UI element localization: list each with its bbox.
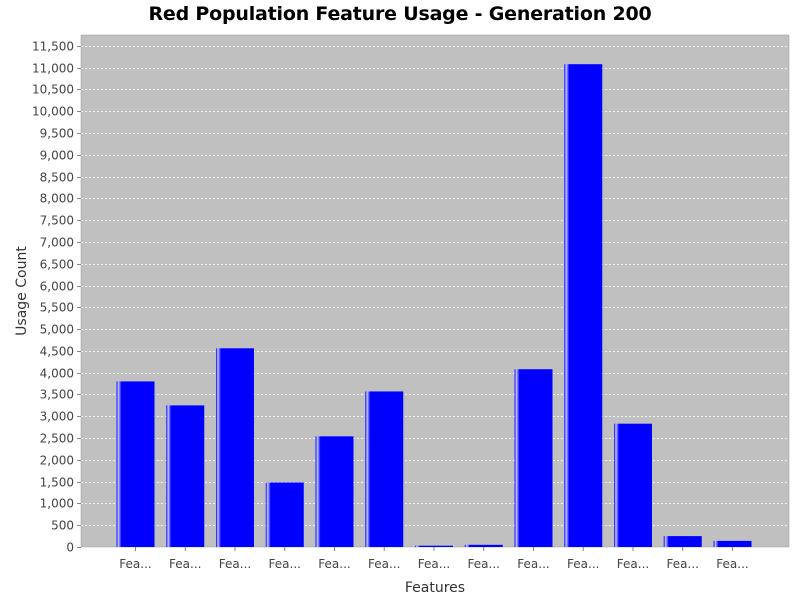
x-tick-label: Fea...: [119, 557, 151, 571]
x-tick-label: Fea...: [517, 557, 549, 571]
y-axis-title: Usage Count: [14, 246, 30, 336]
bar: [365, 391, 404, 547]
y-tick-label: 5,500: [40, 301, 74, 315]
y-tick-label: 5,000: [40, 323, 74, 337]
bar: [116, 381, 155, 547]
y-tick-label: 6,500: [40, 258, 74, 272]
x-tick-label: Fea...: [219, 557, 251, 571]
y-tick-label: 6,000: [40, 280, 74, 294]
y-tick-label: 500: [51, 519, 74, 533]
x-tick-label: Fea...: [567, 557, 599, 571]
y-tick-label: 2,000: [40, 454, 74, 468]
y-tick-label: 11,000: [32, 62, 74, 76]
y-tick-label: 4,500: [40, 345, 74, 359]
y-tick-label: 3,000: [40, 410, 74, 424]
x-axis-title: Features: [405, 580, 465, 596]
y-tick-label: 1,000: [40, 497, 74, 511]
bar: [564, 64, 603, 548]
bar: [663, 536, 702, 547]
x-tick-label: Fea...: [368, 557, 400, 571]
y-tick-label: 0: [66, 541, 74, 555]
chart-title: Red Population Feature Usage - Generatio…: [148, 3, 652, 25]
y-tick-label: 8,000: [40, 192, 74, 206]
y-tick-label: 10,000: [32, 105, 74, 119]
bar: [216, 348, 254, 547]
bar: [265, 482, 304, 547]
bar: [514, 369, 553, 547]
bar: [166, 405, 205, 547]
x-tick-label: Fea...: [667, 557, 699, 571]
bar: [315, 436, 354, 547]
x-tick-label: Fea...: [418, 557, 450, 571]
y-tick-label: 10,500: [32, 83, 74, 97]
x-tick-label: Fea...: [318, 557, 350, 571]
x-tick-label: Fea...: [617, 557, 649, 571]
bar: [415, 545, 453, 547]
y-tick-label: 9,500: [40, 127, 74, 141]
y-tick-label: 4,000: [40, 367, 74, 381]
y-tick-label: 8,500: [40, 171, 74, 185]
bar: [464, 544, 503, 547]
y-tick-label: 2,500: [40, 432, 74, 446]
y-tick-label: 1,500: [40, 476, 74, 490]
y-tick-label: 11,500: [32, 40, 74, 54]
bar: [614, 423, 652, 547]
x-tick-label: Fea...: [468, 557, 500, 571]
x-tick-label: Fea...: [169, 557, 201, 571]
y-tick-label: 7,000: [40, 236, 74, 250]
y-tick-label: 3,500: [40, 388, 74, 402]
y-tick-label: 9,000: [40, 149, 74, 163]
y-tick-label: 7,500: [40, 214, 74, 228]
bar: [713, 540, 752, 547]
x-tick-label: Fea...: [716, 557, 748, 571]
x-tick-label: Fea...: [269, 557, 301, 571]
